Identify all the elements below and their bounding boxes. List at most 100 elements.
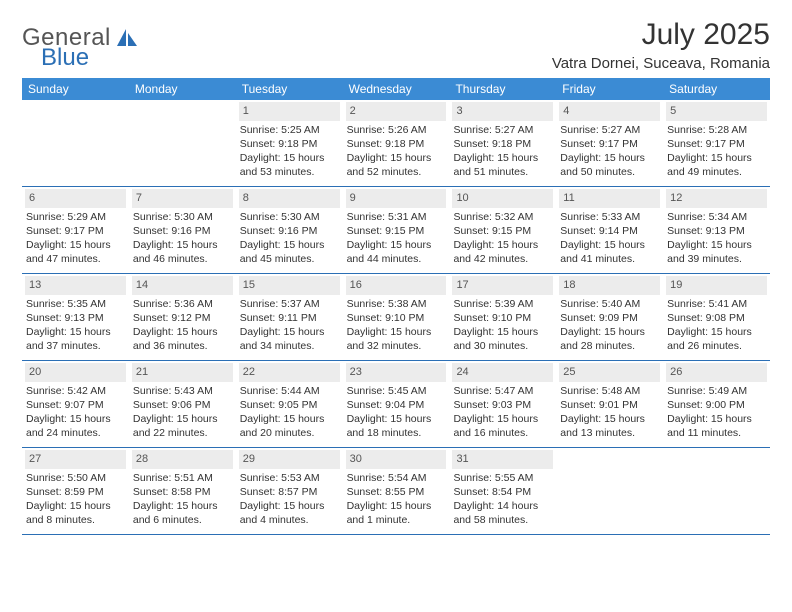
day-number: 29	[239, 450, 340, 469]
day-number: 31	[452, 450, 553, 469]
sunset-line: Sunset: 9:17 PM	[26, 224, 125, 238]
sunrise-line: Sunrise: 5:49 AM	[667, 384, 766, 398]
sunrise-line: Sunrise: 5:47 AM	[453, 384, 552, 398]
daylight-line-2: and 30 minutes.	[453, 339, 552, 353]
day-cell: 7Sunrise: 5:30 AMSunset: 9:16 PMDaylight…	[129, 187, 236, 273]
daylight-line-2: and 36 minutes.	[133, 339, 232, 353]
daylight-line-1: Daylight: 15 hours	[453, 325, 552, 339]
daylight-line-1: Daylight: 15 hours	[240, 499, 339, 513]
daylight-line-2: and 42 minutes.	[453, 252, 552, 266]
weekday-sunday: Sunday	[22, 78, 129, 100]
location-label: Vatra Dornei, Suceava, Romania	[552, 55, 770, 72]
sunrise-line: Sunrise: 5:28 AM	[667, 123, 766, 137]
day-cell: 14Sunrise: 5:36 AMSunset: 9:12 PMDayligh…	[129, 274, 236, 360]
month-title: July 2025	[552, 18, 770, 51]
daylight-line-1: Daylight: 15 hours	[133, 325, 232, 339]
day-cell: 29Sunrise: 5:53 AMSunset: 8:57 PMDayligh…	[236, 448, 343, 534]
weekday-saturday: Saturday	[663, 78, 770, 100]
daylight-line-2: and 39 minutes.	[667, 252, 766, 266]
sunrise-line: Sunrise: 5:25 AM	[240, 123, 339, 137]
sunrise-line: Sunrise: 5:48 AM	[560, 384, 659, 398]
sunrise-line: Sunrise: 5:55 AM	[453, 471, 552, 485]
daylight-line-1: Daylight: 15 hours	[26, 499, 125, 513]
sunrise-line: Sunrise: 5:29 AM	[26, 210, 125, 224]
daylight-line-2: and 4 minutes.	[240, 513, 339, 527]
day-number: 12	[666, 189, 767, 208]
day-cell	[556, 448, 663, 534]
weekday-thursday: Thursday	[449, 78, 556, 100]
title-block: July 2025 Vatra Dornei, Suceava, Romania	[552, 18, 770, 72]
day-number: 5	[666, 102, 767, 121]
sunset-line: Sunset: 8:55 PM	[347, 485, 446, 499]
weekday-wednesday: Wednesday	[343, 78, 450, 100]
sunset-line: Sunset: 9:08 PM	[667, 311, 766, 325]
sunset-line: Sunset: 9:18 PM	[240, 137, 339, 151]
sunset-line: Sunset: 9:10 PM	[347, 311, 446, 325]
sunrise-line: Sunrise: 5:45 AM	[347, 384, 446, 398]
daylight-line-2: and 8 minutes.	[26, 513, 125, 527]
daylight-line-2: and 58 minutes.	[453, 513, 552, 527]
day-cell: 22Sunrise: 5:44 AMSunset: 9:05 PMDayligh…	[236, 361, 343, 447]
daylight-line-2: and 46 minutes.	[133, 252, 232, 266]
day-cell: 15Sunrise: 5:37 AMSunset: 9:11 PMDayligh…	[236, 274, 343, 360]
daylight-line-2: and 28 minutes.	[560, 339, 659, 353]
weekday-friday: Friday	[556, 78, 663, 100]
weeks-container: 1Sunrise: 5:25 AMSunset: 9:18 PMDaylight…	[22, 100, 770, 535]
daylight-line-2: and 37 minutes.	[26, 339, 125, 353]
daylight-line-1: Daylight: 15 hours	[133, 412, 232, 426]
daylight-line-2: and 41 minutes.	[560, 252, 659, 266]
daylight-line-1: Daylight: 15 hours	[26, 238, 125, 252]
day-number: 23	[346, 363, 447, 382]
daylight-line-2: and 44 minutes.	[347, 252, 446, 266]
sunrise-line: Sunrise: 5:40 AM	[560, 297, 659, 311]
day-number: 6	[25, 189, 126, 208]
day-number: 1	[239, 102, 340, 121]
daylight-line-1: Daylight: 15 hours	[560, 151, 659, 165]
sunrise-line: Sunrise: 5:27 AM	[560, 123, 659, 137]
logo-word-2: Blue	[41, 44, 89, 71]
sunset-line: Sunset: 9:18 PM	[347, 137, 446, 151]
day-number: 20	[25, 363, 126, 382]
sunrise-line: Sunrise: 5:39 AM	[453, 297, 552, 311]
daylight-line-2: and 11 minutes.	[667, 426, 766, 440]
day-cell	[22, 100, 129, 186]
sunset-line: Sunset: 8:58 PM	[133, 485, 232, 499]
daylight-line-1: Daylight: 15 hours	[453, 412, 552, 426]
day-cell: 3Sunrise: 5:27 AMSunset: 9:18 PMDaylight…	[449, 100, 556, 186]
daylight-line-2: and 20 minutes.	[240, 426, 339, 440]
day-cell	[129, 100, 236, 186]
daylight-line-2: and 47 minutes.	[26, 252, 125, 266]
sunset-line: Sunset: 9:16 PM	[133, 224, 232, 238]
day-cell	[663, 448, 770, 534]
week-row: 13Sunrise: 5:35 AMSunset: 9:13 PMDayligh…	[22, 274, 770, 361]
sunset-line: Sunset: 9:11 PM	[240, 311, 339, 325]
sunset-line: Sunset: 9:15 PM	[453, 224, 552, 238]
day-number: 18	[559, 276, 660, 295]
sunset-line: Sunset: 9:14 PM	[560, 224, 659, 238]
daylight-line-1: Daylight: 15 hours	[347, 238, 446, 252]
daylight-line-1: Daylight: 15 hours	[26, 325, 125, 339]
day-number: 11	[559, 189, 660, 208]
daylight-line-1: Daylight: 15 hours	[667, 325, 766, 339]
day-cell: 11Sunrise: 5:33 AMSunset: 9:14 PMDayligh…	[556, 187, 663, 273]
day-number: 13	[25, 276, 126, 295]
day-cell: 4Sunrise: 5:27 AMSunset: 9:17 PMDaylight…	[556, 100, 663, 186]
week-row: 27Sunrise: 5:50 AMSunset: 8:59 PMDayligh…	[22, 448, 770, 535]
sunset-line: Sunset: 9:16 PM	[240, 224, 339, 238]
daylight-line-1: Daylight: 14 hours	[453, 499, 552, 513]
daylight-line-1: Daylight: 15 hours	[667, 151, 766, 165]
sunset-line: Sunset: 9:00 PM	[667, 398, 766, 412]
daylight-line-1: Daylight: 15 hours	[347, 499, 446, 513]
daylight-line-1: Daylight: 15 hours	[560, 325, 659, 339]
day-cell: 8Sunrise: 5:30 AMSunset: 9:16 PMDaylight…	[236, 187, 343, 273]
sunset-line: Sunset: 8:59 PM	[26, 485, 125, 499]
sunrise-line: Sunrise: 5:32 AM	[453, 210, 552, 224]
sunset-line: Sunset: 9:13 PM	[667, 224, 766, 238]
daylight-line-2: and 24 minutes.	[26, 426, 125, 440]
header: General July 2025 Vatra Dornei, Suceava,…	[22, 18, 770, 72]
sunset-line: Sunset: 9:12 PM	[133, 311, 232, 325]
sunset-line: Sunset: 9:17 PM	[560, 137, 659, 151]
daylight-line-2: and 53 minutes.	[240, 165, 339, 179]
daylight-line-1: Daylight: 15 hours	[26, 412, 125, 426]
day-cell: 6 Sunrise: 5:29 AMSunset: 9:17 PMDaylight…	[22, 187, 129, 273]
